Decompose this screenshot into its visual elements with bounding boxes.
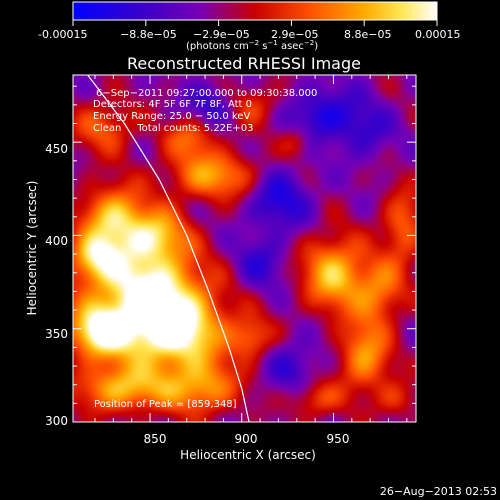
y-axis-label: Heliocentric Y (arcsec) bbox=[25, 181, 39, 316]
x-tick-label-900: 900 bbox=[235, 432, 258, 446]
colorbar-tick-label-4: 8.8e−05 bbox=[344, 28, 391, 41]
info-line-detectors: Detectors: 4F 5F 6F 7F 8F, Att 0 bbox=[93, 99, 252, 110]
colorbar-gradient bbox=[72, 1, 438, 21]
generated-timestamp: 26−Aug−2013 02:53 bbox=[380, 485, 497, 498]
chart-title: Reconstructed RHESSI Image bbox=[127, 54, 361, 73]
colorbar-tick-label-1: −8.8e−05 bbox=[120, 28, 177, 41]
info-line-time: 6−Sep−2011 09:27:00.000 to 09:30:38.000 bbox=[96, 88, 317, 99]
y-tick-label-450: 450 bbox=[45, 142, 68, 156]
plot-area: 6−Sep−2011 09:27:00.000 to 09:30:38.000 … bbox=[72, 74, 417, 423]
x-tick-label-850: 850 bbox=[144, 432, 167, 446]
info-line-energy: Energy Range: 25.0 − 50.0 keV bbox=[93, 111, 250, 122]
colorbar-tick-label-0: -0.00015 bbox=[38, 28, 87, 41]
plot-frame bbox=[72, 74, 417, 423]
axis-ticks bbox=[73, 75, 416, 423]
colorbar-tick-label-3: 2.9e−05 bbox=[271, 28, 318, 41]
colorbar: -0.00015 −8.8e−05 −2.9e−05 2.9e−05 8.8e−… bbox=[38, 1, 461, 52]
colorbar-tick-label-5: 0.00015 bbox=[415, 28, 461, 41]
info-line-counts: Clean Total counts: 5.22E+03 bbox=[93, 123, 253, 134]
x-axis-label: Heliocentric X (arcsec) bbox=[180, 448, 316, 462]
peak-position-label: Position of Peak = [859,348] bbox=[94, 399, 237, 410]
colorbar-unit-label: (photons cm−2 s−1 asec−2) bbox=[186, 39, 318, 52]
solar-limb-curve bbox=[87, 75, 250, 422]
x-tick-label-950: 950 bbox=[327, 432, 350, 446]
colorbar-tick-label-2: −2.9e−05 bbox=[193, 28, 250, 41]
colorbar-ticks bbox=[72, 20, 438, 26]
y-tick-label-300: 300 bbox=[45, 414, 68, 428]
y-tick-label-350: 350 bbox=[45, 327, 68, 341]
y-tick-label-400: 400 bbox=[45, 234, 68, 248]
